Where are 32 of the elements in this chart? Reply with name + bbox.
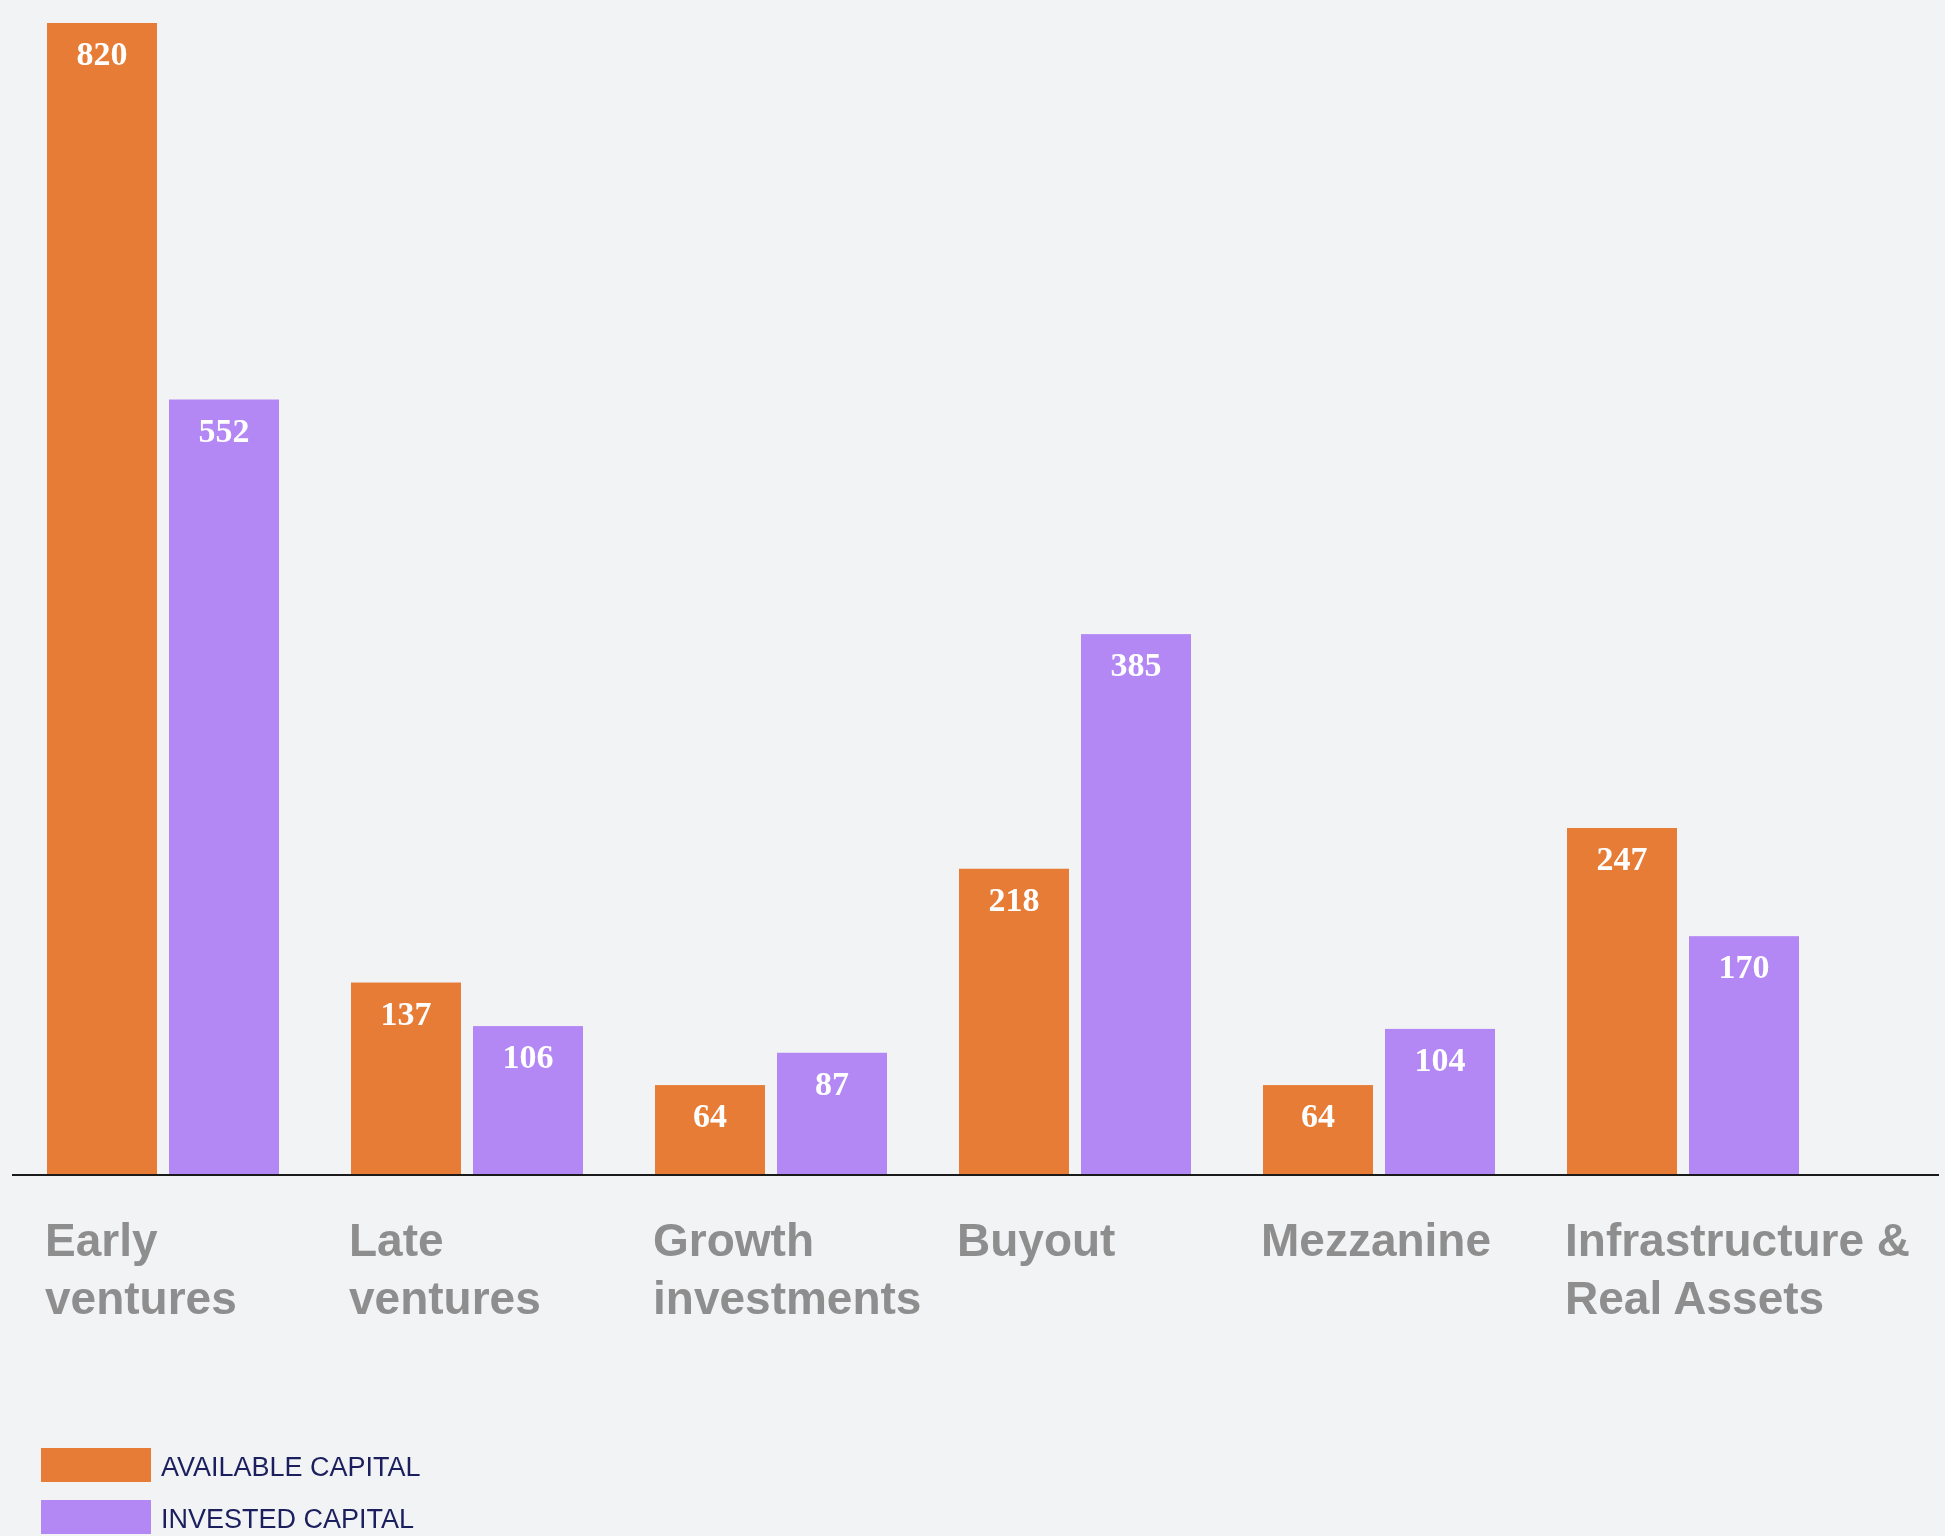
bar	[473, 1026, 583, 1175]
data-label: 106	[502, 1038, 554, 1076]
bar	[959, 868, 1069, 1175]
bar	[777, 1052, 887, 1175]
x-tick-label: Mezzanine	[1261, 1214, 1492, 1266]
bar	[655, 1085, 765, 1175]
data-label: 137	[380, 994, 432, 1032]
x-tick-label: Early ventures	[45, 1214, 237, 1324]
data-label: 218	[988, 880, 1040, 918]
bar	[1567, 828, 1677, 1175]
bar	[1689, 936, 1799, 1175]
data-label: 87	[815, 1064, 849, 1102]
bar	[351, 982, 461, 1175]
data-label: 552	[198, 411, 250, 449]
x-tick-label: Growth investments	[653, 1214, 922, 1324]
data-label: 64	[693, 1097, 727, 1135]
legend-label: INVESTED CAPITAL	[161, 1504, 415, 1534]
legend-label: AVAILABLE CAPITAL	[161, 1452, 421, 1482]
data-label: 385	[1110, 646, 1162, 684]
data-label: 247	[1596, 840, 1648, 877]
bar	[1081, 634, 1191, 1175]
data-label: 170	[1718, 948, 1770, 986]
data-label: 820	[76, 35, 128, 72]
data-label: 104	[1414, 1040, 1466, 1078]
data-label: 64	[1301, 1097, 1335, 1135]
x-tick-label: Buyout	[957, 1214, 1116, 1266]
bar	[1263, 1085, 1373, 1175]
bar	[1385, 1028, 1495, 1175]
x-tick-label: Late ventures	[349, 1214, 541, 1324]
bar	[169, 399, 279, 1175]
x-tick-label: Infrastructure & Real Assets	[1565, 1214, 1911, 1324]
bar	[47, 23, 157, 1175]
